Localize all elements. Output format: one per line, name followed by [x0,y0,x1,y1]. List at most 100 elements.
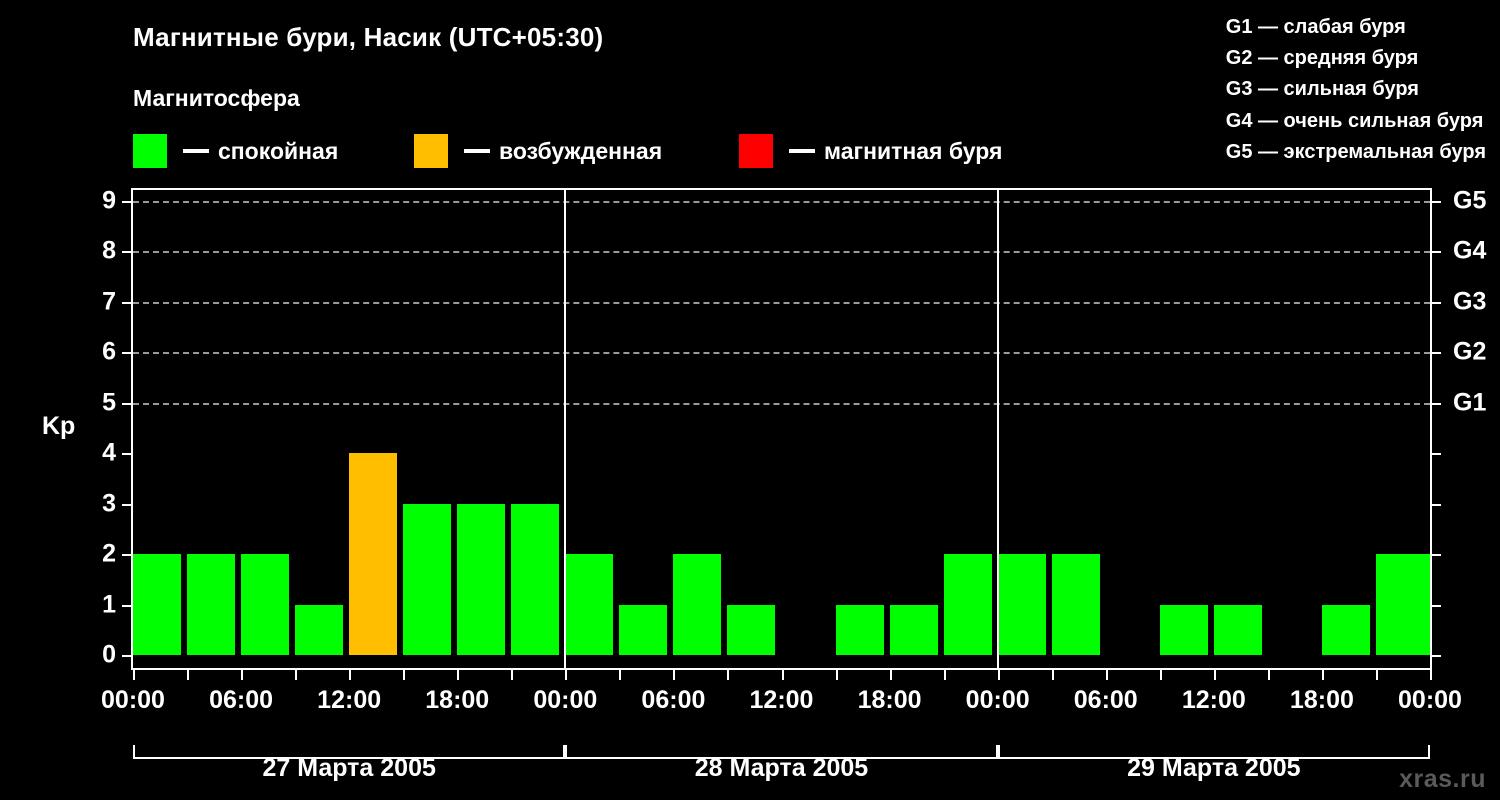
y-tick-9 [122,200,133,203]
y-tick-6 [122,352,133,354]
day-caption: 28 Марта 2005 [694,754,869,782]
day-caption: 27 Марта 2005 [262,754,436,782]
x-tick [349,668,352,680]
gscale-row-G5: G5 — экстремальная буря [1225,140,1486,163]
y-tick-label-4: 4 [102,438,116,467]
day-bracket [133,745,566,759]
x-tick-label: 00:00 [965,686,1030,714]
day-bracket [565,745,998,759]
g-scale-label-G3: G3 [1453,287,1487,315]
bar-kp [565,554,614,655]
legend-entry-unsettled: возбужденная [414,133,662,169]
y-tick-label-3: 3 [102,489,116,517]
gridline-kp-6 [133,352,1430,354]
x-tick-label: 18:00 [1289,686,1354,714]
y-tick-2 [122,554,133,556]
bar-kp [349,453,398,655]
x-tick [565,668,568,680]
legend-entry-quiet: спокойная [133,133,338,169]
x-tick [943,668,946,680]
legend-label-unsettled: возбужденная [499,137,663,164]
x-tick [835,668,838,680]
y-tick-3 [122,503,133,506]
bar-kp [295,604,344,655]
y-tick-0 [122,655,133,657]
y-tick-right-0 [1430,655,1441,657]
x-tick [133,668,135,680]
x-tick-label: 12:00 [317,686,382,714]
x-tick [1105,668,1108,680]
legend-swatch-unsettled-icon [414,134,448,168]
x-tick [511,668,514,680]
legend-dash-icon [789,149,815,153]
y-tick-right-9 [1430,200,1441,203]
x-tick-label: 00:00 [101,686,165,714]
x-tick [1159,668,1162,680]
x-tick [295,668,298,680]
y-tick-5 [122,402,133,405]
bar-kp [997,554,1046,655]
y-tick-label-1: 1 [102,590,116,618]
y-tick-right-1 [1430,604,1441,607]
plot-area [133,190,1430,668]
y-tick-label-7: 7 [102,287,116,315]
y-tick-right-5 [1430,402,1441,405]
legend-entry-storm: магнитная буря [739,133,1002,169]
x-tick-label: 12:00 [749,686,814,714]
x-tick [997,668,1000,680]
x-tick [1267,668,1270,680]
y-tick-right-2 [1430,554,1441,556]
day-divider [996,190,999,668]
bar-kp [889,604,938,655]
x-tick [403,668,406,680]
bar-kp [133,554,182,655]
gscale-row-G1: G1 — слабая буря [1225,16,1406,38]
x-tick-label: 00:00 [1398,686,1462,714]
page-title: Магнитные бури, Насик (UTC+05:30) [133,22,604,52]
x-tick-label: 00:00 [533,686,598,714]
bar-kp [727,604,776,655]
bar-kp [457,503,506,655]
y-tick-8 [122,251,133,253]
y-tick-label-8: 8 [102,236,116,265]
y-tick-7 [122,301,133,304]
legend-label-quiet: спокойная [218,137,339,164]
x-tick [781,668,784,680]
y-tick-right-4 [1430,453,1441,455]
gscale-row-G3: G3 — сильная буря [1225,78,1419,101]
y-tick-1 [122,604,133,607]
day-bracket [997,745,1430,759]
day-caption: 29 Марта 2005 [1127,754,1301,782]
g-scale-label-G4: G4 [1453,236,1487,265]
watermark: xras.ru [1399,765,1486,793]
x-tick-label: 18:00 [425,686,490,714]
x-tick-label: 06:00 [1073,686,1138,714]
x-tick [1430,668,1432,680]
y-tick-right-6 [1430,352,1441,354]
bar-kp [673,554,722,655]
y-tick-label-9: 9 [102,186,116,214]
legend-dash-icon [183,149,209,153]
gscale-legend: G1 — слабая буря G2 — средняя буря G3 — си… [1226,12,1486,168]
x-tick-label: 06:00 [641,686,706,714]
y-tick-label-0: 0 [102,640,116,669]
gridline-kp-8 [133,251,1430,253]
x-tick [727,668,730,680]
y-axis-title: Kp [42,412,76,440]
legend-swatch-storm-icon [739,134,773,168]
y-tick-label-6: 6 [102,337,116,366]
gridline-kp-7 [133,301,1430,304]
gscale-row-G2: G2 — средняя буря [1225,47,1419,70]
bar-kp [187,554,236,655]
x-tick-label: 18:00 [857,686,922,714]
bar-kp [241,554,290,655]
y-tick-right-8 [1430,251,1441,253]
x-tick [457,668,460,680]
bar-kp [1051,554,1100,655]
magnetosphere-label: Магнитосфера [133,85,300,111]
bar-kp [403,503,452,655]
bar-kp [1213,604,1262,655]
kp-bar-chart: 0 1 2 3 4 5 6 7 8 9 G1 G2 G3 G4 G5 00:00 06:00 12:00 18:00… [101,188,1486,715]
x-tick [619,668,622,680]
x-tick-label: 12:00 [1181,686,1246,714]
